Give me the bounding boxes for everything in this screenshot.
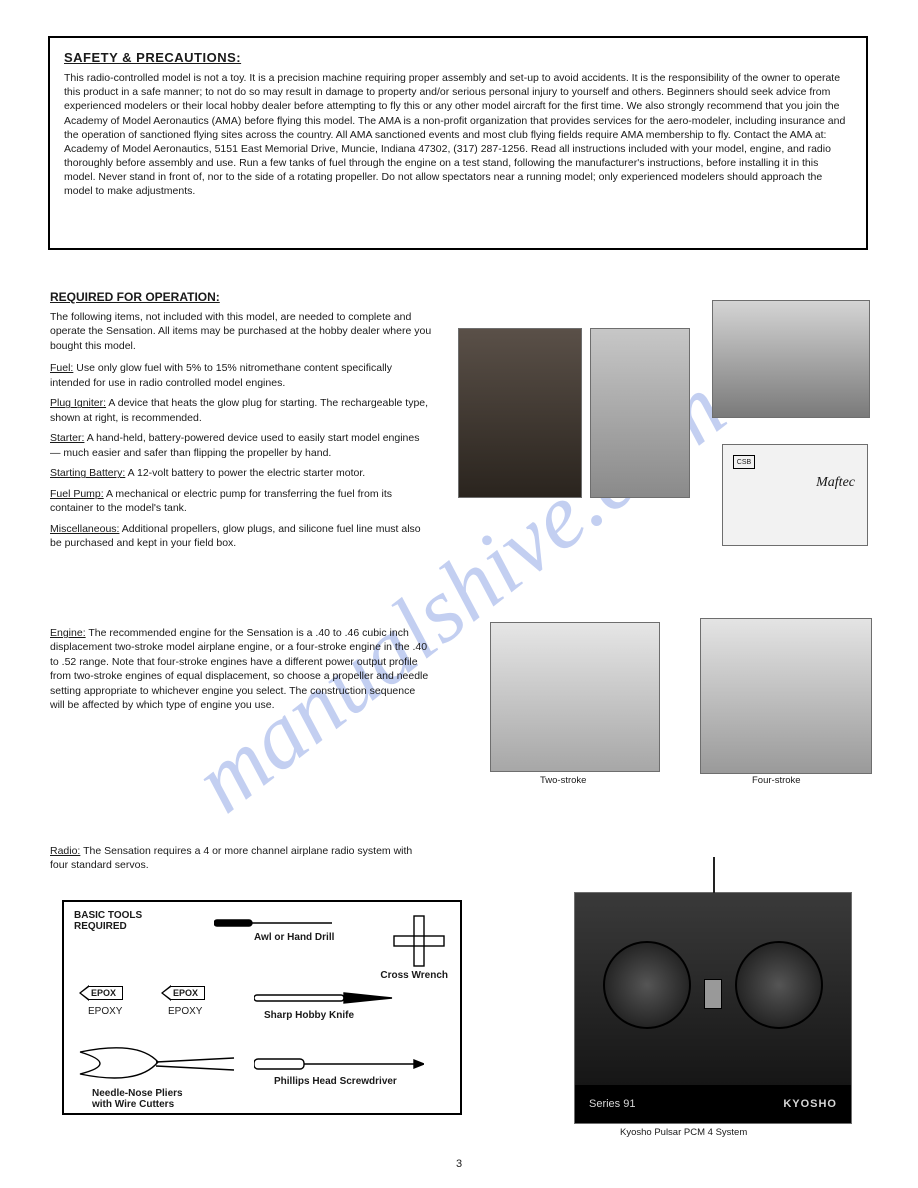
fuel-item: Fuel: Use only glow fuel with 5% to 15% … [50,361,432,390]
engine-label: Engine: [50,627,86,639]
fuel-label: Fuel: [50,362,73,374]
starter-photo [712,300,870,418]
igniter-photo [590,328,690,498]
epoxy-label-2: EPOXY [168,1006,202,1017]
required-section: REQUIRED FOR OPERATION: The following it… [50,290,432,551]
two-stroke-caption: Two-stroke [540,776,586,786]
awl-label: Awl or Hand Drill [254,932,334,943]
radio-photo: Series 91 KYOSHO [574,892,852,1124]
battery-text: A 12-volt battery to power the electric … [125,467,365,479]
radio-brand: KYOSHO [783,1098,837,1110]
cross-wrench-icon [392,914,446,968]
battery-badge: CSB [733,455,755,469]
battery-label: Starting Battery: [50,467,125,479]
battery-item: Starting Battery: A 12-volt battery to p… [50,466,432,480]
phillips-label: Phillips Head Screwdriver [274,1076,397,1087]
battery-brand: Maftec [816,475,855,491]
starter-label: Starter: [50,432,84,444]
center-switch [704,979,722,1009]
antenna-icon [713,857,715,893]
radio-text: The Sensation requires a 4 or more chann… [50,845,412,871]
fuel-photo [458,328,582,498]
fuel-text: Use only glow fuel with 5% to 15% nitrom… [50,362,392,388]
radio-label: Radio: [50,845,80,857]
igniter-text: A device that heats the glow plug for st… [50,397,428,423]
left-stick [603,941,691,1029]
starter-item: Starter: A hand-held, battery-powered de… [50,431,432,460]
pliers-icon [78,1040,238,1090]
battery-photo: Maftec CSB [722,444,868,546]
awl-icon [214,916,334,930]
page-number: 3 [456,1158,462,1170]
pliers-label: Needle-Nose Plierswith Wire Cutters [92,1088,183,1110]
misc-label: Miscellaneous: [50,523,119,535]
radio-section: Radio: The Sensation requires a 4 or mor… [50,838,432,873]
engine-four-stroke-photo [700,618,872,774]
safety-title: SAFETY & PRECAUTIONS: [64,50,852,65]
engine-section: Engine: The recommended engine for the S… [50,620,432,713]
starter-text: A hand-held, battery-powered device used… [50,432,419,458]
right-stick [735,941,823,1029]
pump-item: Fuel Pump: A mechanical or electric pump… [50,487,432,516]
engine-item: Engine: The recommended engine for the S… [50,626,432,713]
engine-two-stroke-photo [490,622,660,772]
igniter-label: Plug Igniter: [50,397,106,409]
safety-body: This radio-controlled model is not a toy… [64,71,852,199]
four-stroke-caption: Four-stroke [752,776,801,786]
cross-label: Cross Wrench [380,970,448,981]
hobby-knife-icon [254,990,394,1006]
epoxy-tag-2: EPOX [170,986,205,1000]
screwdriver-icon [254,1054,424,1074]
misc-item: Miscellaneous: Additional propellers, gl… [50,522,432,551]
pump-label: Fuel Pump: [50,488,104,500]
igniter-item: Plug Igniter: A device that heats the gl… [50,396,432,425]
required-title: REQUIRED FOR OPERATION: [50,290,432,304]
radio-series: Series 91 [589,1098,635,1110]
epoxy-label-1: EPOXY [88,1006,122,1017]
safety-box: SAFETY & PRECAUTIONS: This radio-control… [48,36,868,250]
epoxy-tag-1: EPOX [88,986,123,1000]
radio-caption: Kyosho Pulsar PCM 4 System [620,1128,747,1138]
engine-text: The recommended engine for the Sensation… [50,627,428,711]
tools-box: BASIC TOOLSREQUIRED Awl or Hand Drill Cr… [62,900,462,1115]
radio-item: Radio: The Sensation requires a 4 or mor… [50,844,432,873]
required-intro: The following items, not included with t… [50,310,432,353]
knife-label: Sharp Hobby Knife [264,1010,354,1021]
radio-base: Series 91 KYOSHO [575,1085,851,1123]
